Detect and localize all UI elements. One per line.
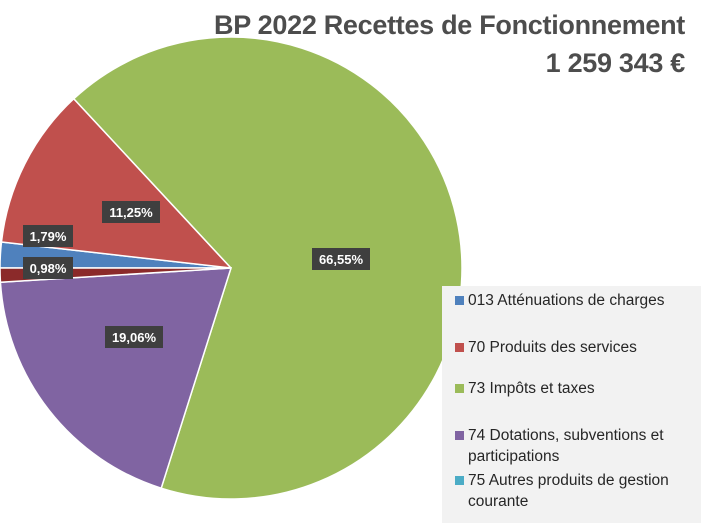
chart-legend: 013 Atténuations de charges 70 Produits … [442, 286, 701, 523]
data-label-box [102, 201, 160, 223]
pie-slice-73 [72, 36, 463, 500]
data-label-box [23, 225, 73, 247]
legend-item-73: 73 Impôts et taxes [455, 378, 699, 399]
data-label-text: 66,55% [319, 252, 364, 267]
chart-title-total: 1 259 343 € [545, 48, 686, 78]
legend-swatch [455, 431, 464, 440]
legend-swatch [455, 296, 464, 305]
legend-item-70: 70 Produits des services [455, 337, 699, 358]
data-label-text: 11,25% [109, 205, 153, 220]
data-label: 66,55% [312, 248, 370, 270]
legend-swatch [455, 476, 464, 485]
legend-label: 75 Autres produits de gestion courante [468, 472, 669, 510]
legend-item-74: 74 Dotations, subventions et participati… [455, 425, 699, 467]
data-label-text: 19,06% [112, 330, 157, 345]
pie-slice-74 [0, 267, 233, 490]
legend-label: 73 Impôts et taxes [468, 380, 595, 397]
legend-label: 74 Dotations, subventions et participati… [468, 427, 664, 465]
legend-label: 013 Atténuations de charges [468, 292, 665, 309]
data-label-box [105, 326, 163, 348]
chart-title: BP 2022 Recettes de Fonctionnement 1 259… [125, 6, 685, 82]
legend-label: 70 Produits des services [468, 339, 637, 356]
legend-swatch [455, 343, 464, 352]
legend-item-75: 75 Autres produits de gestion courante [455, 470, 699, 512]
data-label: 0,98% [23, 257, 73, 279]
data-label: 19,06% [105, 326, 163, 348]
legend-swatch [455, 384, 464, 393]
data-label-text: 0,98% [30, 261, 67, 276]
data-label: 11,25% [102, 201, 160, 223]
data-label-text: 1,79% [30, 229, 67, 244]
data-label: 1,79% [23, 225, 73, 247]
chart-title-line1: BP 2022 Recettes de Fonctionnement [214, 10, 685, 40]
data-label-box [312, 248, 370, 270]
legend-item-013: 013 Atténuations de charges [455, 290, 699, 311]
data-label-box [23, 257, 73, 279]
